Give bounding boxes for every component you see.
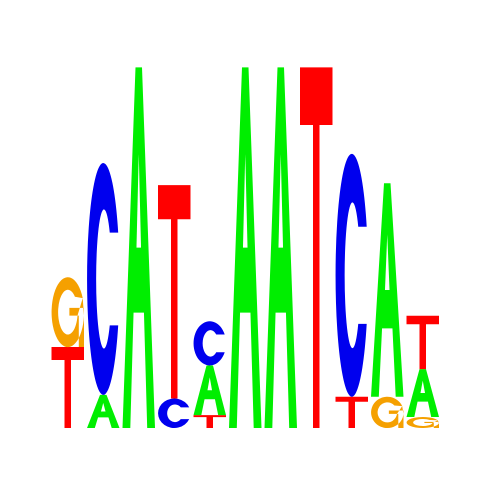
logo-column <box>158 185 191 428</box>
logo-letter-a <box>193 365 226 416</box>
logo-letter-c <box>87 163 119 395</box>
logo-letter-a <box>87 394 120 428</box>
logo-letter-g <box>371 396 404 429</box>
logo-letter-a <box>264 67 297 429</box>
logo-column <box>300 67 333 429</box>
logo-letter-g <box>406 416 439 429</box>
logo-letter-t <box>193 415 226 428</box>
logo-column <box>193 321 226 428</box>
logo-letter-t <box>300 67 333 429</box>
logo-letter-c <box>335 153 367 397</box>
logo-letter-c <box>158 398 190 428</box>
logo-letter-t <box>51 347 84 428</box>
logo-letter-c <box>193 321 225 366</box>
logo-letter-t <box>335 396 368 428</box>
logo-column <box>51 277 84 428</box>
logo-letter-g <box>51 277 84 348</box>
logo-letter-t <box>158 185 191 399</box>
logo-column <box>371 183 404 429</box>
logo-column <box>87 163 120 428</box>
logo-column <box>122 67 155 429</box>
logo-letter-a <box>406 369 439 417</box>
logo-column <box>229 67 262 429</box>
logo-letter-a <box>229 67 262 429</box>
logo-column <box>406 315 439 429</box>
logo-column <box>264 67 297 429</box>
logo-letter-a <box>371 183 404 397</box>
logo-column <box>335 153 368 428</box>
logo-letter-a <box>122 67 155 429</box>
logo-letter-t <box>406 315 439 370</box>
